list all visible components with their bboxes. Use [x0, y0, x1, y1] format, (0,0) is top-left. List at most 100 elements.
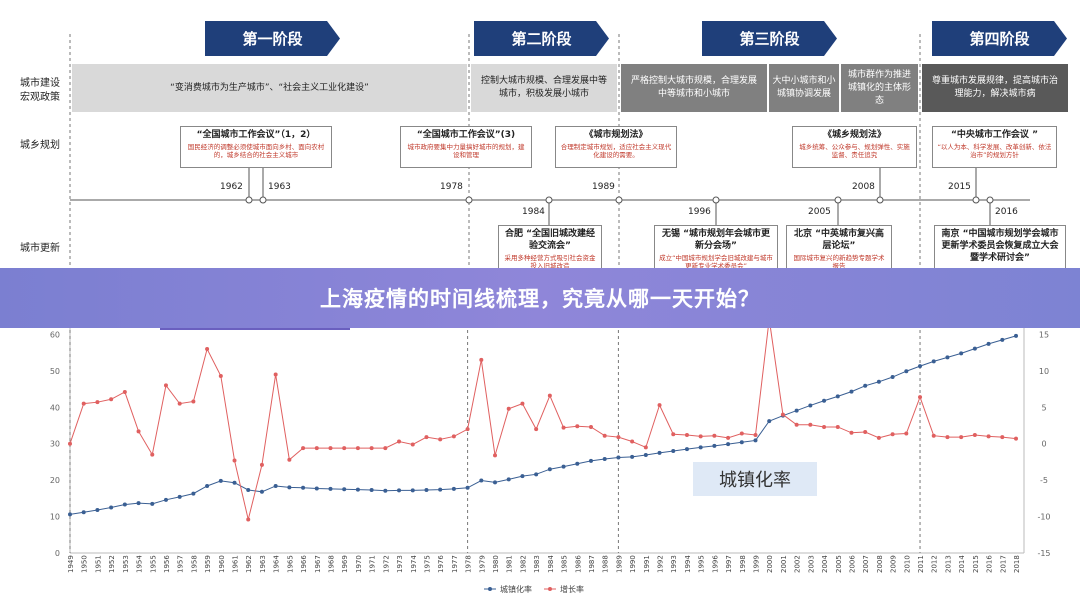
x-tick-1986: 1986	[574, 555, 582, 573]
x-tick-1976: 1976	[437, 555, 445, 573]
point-0-2012	[931, 359, 936, 364]
policy-4: 大中小城市和小城镇协调发展	[769, 64, 839, 112]
point-0-2015	[972, 346, 977, 351]
point-0-1957	[177, 494, 182, 499]
year-1962: 1962	[220, 182, 243, 192]
point-1-1966	[301, 446, 306, 451]
year-2016: 2016	[995, 207, 1018, 217]
planning-box-1-desc: 国民经济的调整必须使城市面向乡村、面向农村的，城乡结合的社会主义城市	[187, 143, 325, 159]
x-tick-1992: 1992	[657, 555, 665, 573]
point-1-1965	[287, 457, 292, 462]
marker-2008	[876, 196, 884, 204]
x-tick-1993: 1993	[670, 555, 678, 573]
x-tick-2007: 2007	[862, 555, 870, 573]
point-1-1973	[397, 439, 402, 444]
series-line-0	[69, 335, 1017, 515]
planning-box-3-title: 《城市规划法》	[584, 130, 648, 140]
marker-1989	[615, 196, 623, 204]
right-tick--5: -5	[1040, 476, 1048, 485]
right-tick--10: -10	[1037, 513, 1050, 522]
point-1-2006	[849, 430, 854, 435]
point-1-2007	[863, 430, 868, 435]
point-1-1983	[534, 427, 539, 432]
x-tick-2006: 2006	[848, 555, 856, 573]
point-0-2013	[945, 355, 950, 360]
point-0-1961	[232, 480, 237, 485]
legend-label-0: 城镇化率	[500, 584, 532, 594]
point-1-1967	[314, 446, 319, 451]
point-0-2017	[1000, 337, 1005, 342]
x-tick-2018: 2018	[1013, 555, 1021, 573]
point-0-2010	[904, 369, 909, 374]
point-1-2011	[918, 395, 923, 400]
planning-box-2-desc: 城市政府要集中力量搞好城市的规划，建设和管理	[407, 143, 525, 159]
series-label-urbanization: 城镇化率	[693, 462, 817, 496]
planning-box-5-desc: “以人为本、科学发展、改革创新、依法治市”的规划方针	[937, 143, 1052, 159]
x-tick-1964: 1964	[273, 555, 281, 573]
x-tick-2014: 2014	[958, 555, 966, 573]
policy-3: 严格控制大城市规模，合理发展中等城市和小城市	[621, 64, 767, 112]
x-tick-1965: 1965	[286, 555, 294, 573]
planning-box-4: 《城乡规划法》 城乡统筹、公众参与、规划弹性、实施监督、责任追究	[792, 126, 917, 168]
stage-1-label: 第一阶段	[242, 30, 303, 48]
planning-box-1-title: “全国城市工作会议”（1，2）	[196, 130, 316, 140]
planning-box-3-desc: 合理制定城市规划，适应社会主义现代化建设的需要。	[560, 143, 672, 159]
marker-1984	[545, 196, 553, 204]
x-tick-1958: 1958	[190, 555, 198, 573]
point-1-1956	[163, 383, 168, 388]
point-0-1979	[479, 478, 484, 483]
point-0-1977	[451, 486, 456, 491]
marker-2015	[972, 196, 980, 204]
point-1-1952	[109, 397, 114, 402]
x-tick-1975: 1975	[423, 555, 431, 573]
x-tick-1980: 1980	[492, 555, 500, 573]
x-tick-2002: 2002	[794, 555, 802, 573]
stage-2: 第二阶段	[474, 21, 609, 56]
renewal-box-2-desc: 成立“中国城市规划学会旧城改建与城市更新专业学术委员会”	[659, 254, 773, 270]
x-tick-1951: 1951	[94, 555, 102, 573]
marker-1996	[712, 196, 720, 204]
point-0-1975	[424, 487, 429, 492]
stage-2-chevron	[474, 21, 609, 56]
point-0-1998	[739, 440, 744, 445]
x-tick-1971: 1971	[369, 555, 377, 573]
planning-box-4-title: 《城乡规划法》	[822, 130, 886, 140]
x-tick-2012: 2012	[931, 555, 939, 573]
point-0-1956	[163, 497, 168, 502]
point-0-1992	[657, 450, 662, 455]
renewal-box-2: 无锡 “城市规划年会城市更新分会场” 成立“中国城市规划学会旧城改建与城市更新专…	[654, 225, 778, 270]
point-1-1997	[726, 435, 731, 440]
x-tick-1963: 1963	[259, 555, 267, 573]
point-0-2005	[835, 394, 840, 399]
point-1-1949	[68, 441, 72, 446]
point-0-1953	[122, 502, 127, 507]
point-1-1980	[493, 453, 498, 458]
point-1-2018	[1014, 436, 1018, 441]
row-label-planning: 城乡规划	[20, 140, 60, 151]
point-0-1984	[547, 467, 552, 472]
x-tick-1961: 1961	[232, 555, 240, 573]
right-tick--15: -15	[1037, 549, 1050, 558]
row-label-policy: 城市建设 宏观政策	[20, 78, 60, 103]
point-0-1986	[575, 461, 580, 466]
point-0-2003	[808, 403, 813, 408]
point-1-1998	[739, 431, 744, 436]
point-1-1959	[205, 347, 210, 351]
point-0-1991	[643, 453, 648, 458]
point-0-1985	[561, 464, 566, 469]
stage-3-label: 第三阶段	[739, 30, 800, 48]
point-1-1962	[246, 517, 251, 522]
x-tick-1988: 1988	[602, 555, 610, 573]
x-tick-1957: 1957	[177, 555, 185, 573]
x-tick-2009: 2009	[890, 555, 898, 573]
x-tick-1968: 1968	[327, 555, 335, 573]
point-0-1967	[314, 486, 319, 491]
x-tick-1969: 1969	[341, 555, 349, 573]
point-1-1984	[547, 393, 552, 398]
point-1-1958	[191, 399, 196, 404]
policy-5: 城市群作为推进城镇化的主体形态	[841, 64, 918, 112]
year-1963: 1963	[268, 182, 291, 192]
x-tick-1972: 1972	[382, 555, 390, 573]
point-1-2005	[835, 424, 840, 429]
point-1-2009	[890, 432, 895, 437]
